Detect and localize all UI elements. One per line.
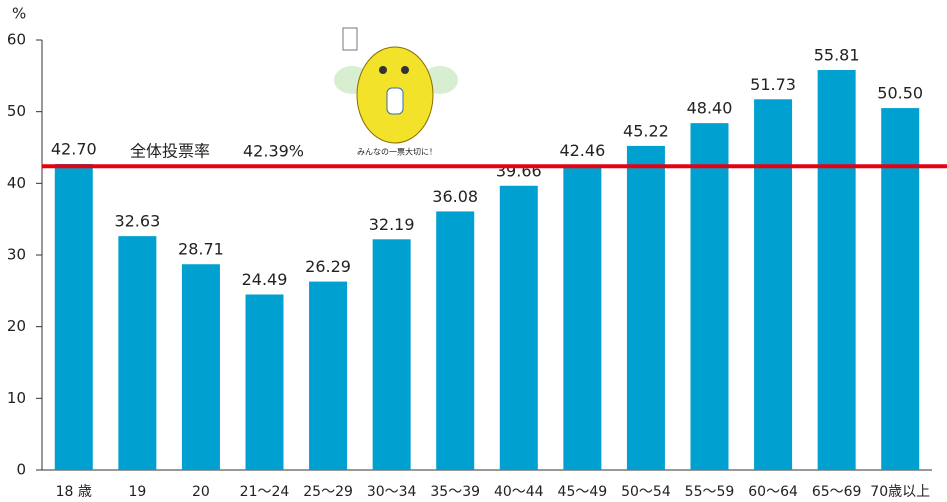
value-label: 42.70 xyxy=(51,139,97,158)
value-label: 36.08 xyxy=(432,187,478,206)
bar xyxy=(690,123,729,470)
y-tick-label: 20 xyxy=(7,317,26,335)
bar xyxy=(436,211,475,470)
x-tick-label: 21～24 xyxy=(240,484,290,500)
value-label: 50.50 xyxy=(877,84,923,103)
bar xyxy=(626,145,665,470)
mascot-caption: みんなの一票大切に！ xyxy=(357,147,437,157)
x-tick-label: 25～29 xyxy=(303,484,353,500)
x-tick-label: 55～59 xyxy=(685,484,735,500)
bar xyxy=(245,294,284,470)
y-tick-label: 60 xyxy=(7,31,26,49)
bar xyxy=(881,108,920,470)
value-label: 24.49 xyxy=(242,270,288,289)
value-label: 28.71 xyxy=(178,240,224,259)
reference-value: 42.39% xyxy=(243,142,304,161)
bar xyxy=(118,236,157,470)
y-tick-label: 10 xyxy=(7,389,26,407)
bar xyxy=(54,163,93,470)
y-tick-label: 50 xyxy=(7,102,26,120)
x-tick-label: 50～54 xyxy=(621,484,671,500)
mascot-eye xyxy=(401,66,409,74)
mascot xyxy=(334,27,458,144)
bar xyxy=(817,70,856,471)
x-tick-label: 18 歳 xyxy=(56,484,92,500)
x-tick-label: 70歳以上 xyxy=(870,484,930,500)
x-tick-label: 35～39 xyxy=(430,484,480,500)
y-tick-label: 0 xyxy=(16,461,26,479)
x-tick-label: 60～64 xyxy=(748,484,798,500)
value-label: 26.29 xyxy=(305,257,351,276)
reference-label: 全体投票率 xyxy=(130,142,210,161)
bar xyxy=(754,99,793,470)
value-label: 32.63 xyxy=(114,212,160,231)
x-tick-label: 20 xyxy=(192,484,210,500)
x-tick-label: 30～34 xyxy=(367,484,417,500)
x-tick-label: 45～49 xyxy=(558,484,608,500)
y-tick-label: 30 xyxy=(7,246,26,264)
value-label: 51.73 xyxy=(750,75,796,94)
bar xyxy=(181,264,220,470)
value-label: 45.22 xyxy=(623,121,669,140)
x-tick-label: 65～69 xyxy=(812,484,862,500)
bar xyxy=(309,281,348,470)
y-tick-label: 40 xyxy=(7,174,26,192)
bar xyxy=(563,165,602,470)
bar xyxy=(372,239,411,470)
value-label: 48.40 xyxy=(687,99,733,118)
y-unit: % xyxy=(12,5,26,23)
mascot-eye xyxy=(379,66,387,74)
value-label: 42.46 xyxy=(559,141,605,160)
value-label: 39.66 xyxy=(496,161,542,180)
mascot-card xyxy=(342,27,358,51)
x-tick-label: 40～44 xyxy=(494,484,544,500)
value-label: 55.81 xyxy=(814,46,860,65)
bar xyxy=(499,185,538,470)
x-tick-label: 19 xyxy=(128,484,146,500)
mascot-badge xyxy=(386,87,404,115)
value-label: 32.19 xyxy=(369,215,415,234)
